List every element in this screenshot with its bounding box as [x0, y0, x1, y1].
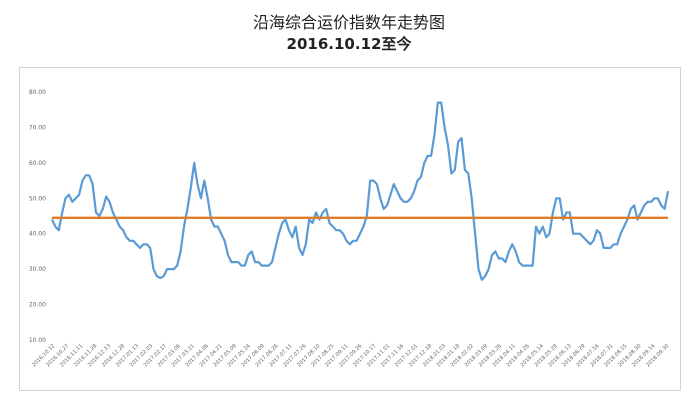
chart-frame [19, 67, 681, 391]
y-tick-label: 10.00 [29, 337, 46, 344]
chart-title: 沿海综合运价指数年走势图 [252, 13, 445, 32]
y-tick-label: 70.00 [29, 124, 46, 131]
y-tick-label: 80.00 [29, 89, 46, 96]
chart-subtitle: 2016.10.12至今 [286, 35, 412, 53]
y-tick-label: 50.00 [29, 195, 46, 202]
series-line-index [51, 101, 670, 281]
y-tick-label: 40.00 [29, 231, 46, 238]
y-tick-label: 20.00 [29, 302, 46, 309]
y-tick-label: 30.00 [29, 266, 46, 273]
y-tick-label: 60.00 [29, 160, 46, 167]
